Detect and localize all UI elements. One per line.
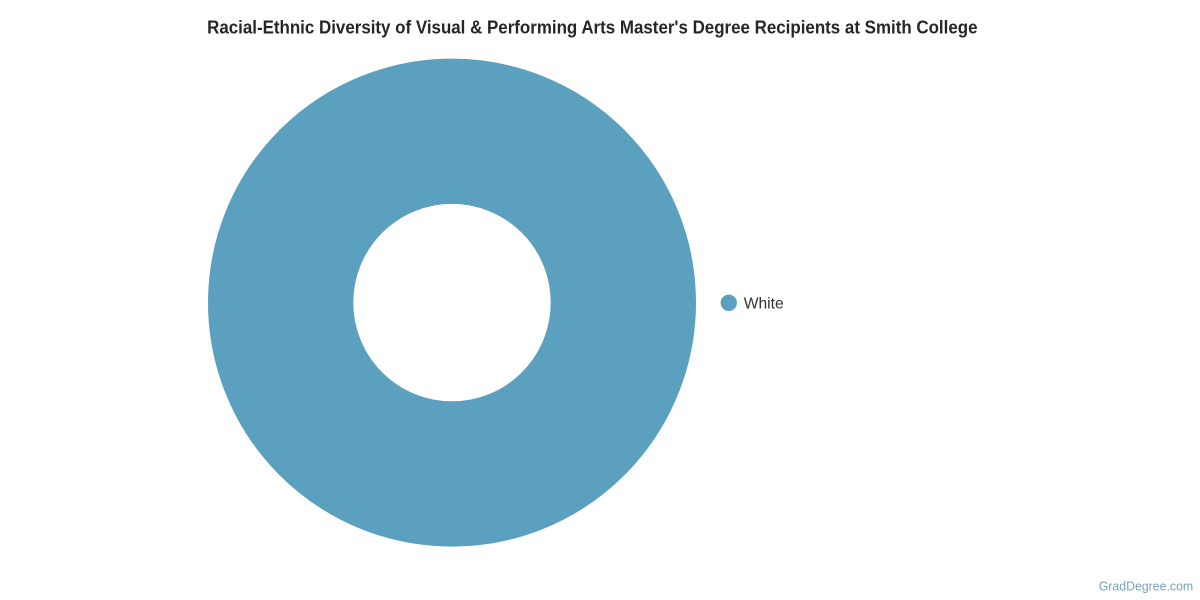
svg-text:White: White	[744, 295, 784, 312]
svg-text:Racial-Ethnic Diversity of Vis: Racial-Ethnic Diversity of Visual & Perf…	[207, 18, 977, 38]
svg-text:GradDegree.com: GradDegree.com	[1099, 579, 1194, 594]
